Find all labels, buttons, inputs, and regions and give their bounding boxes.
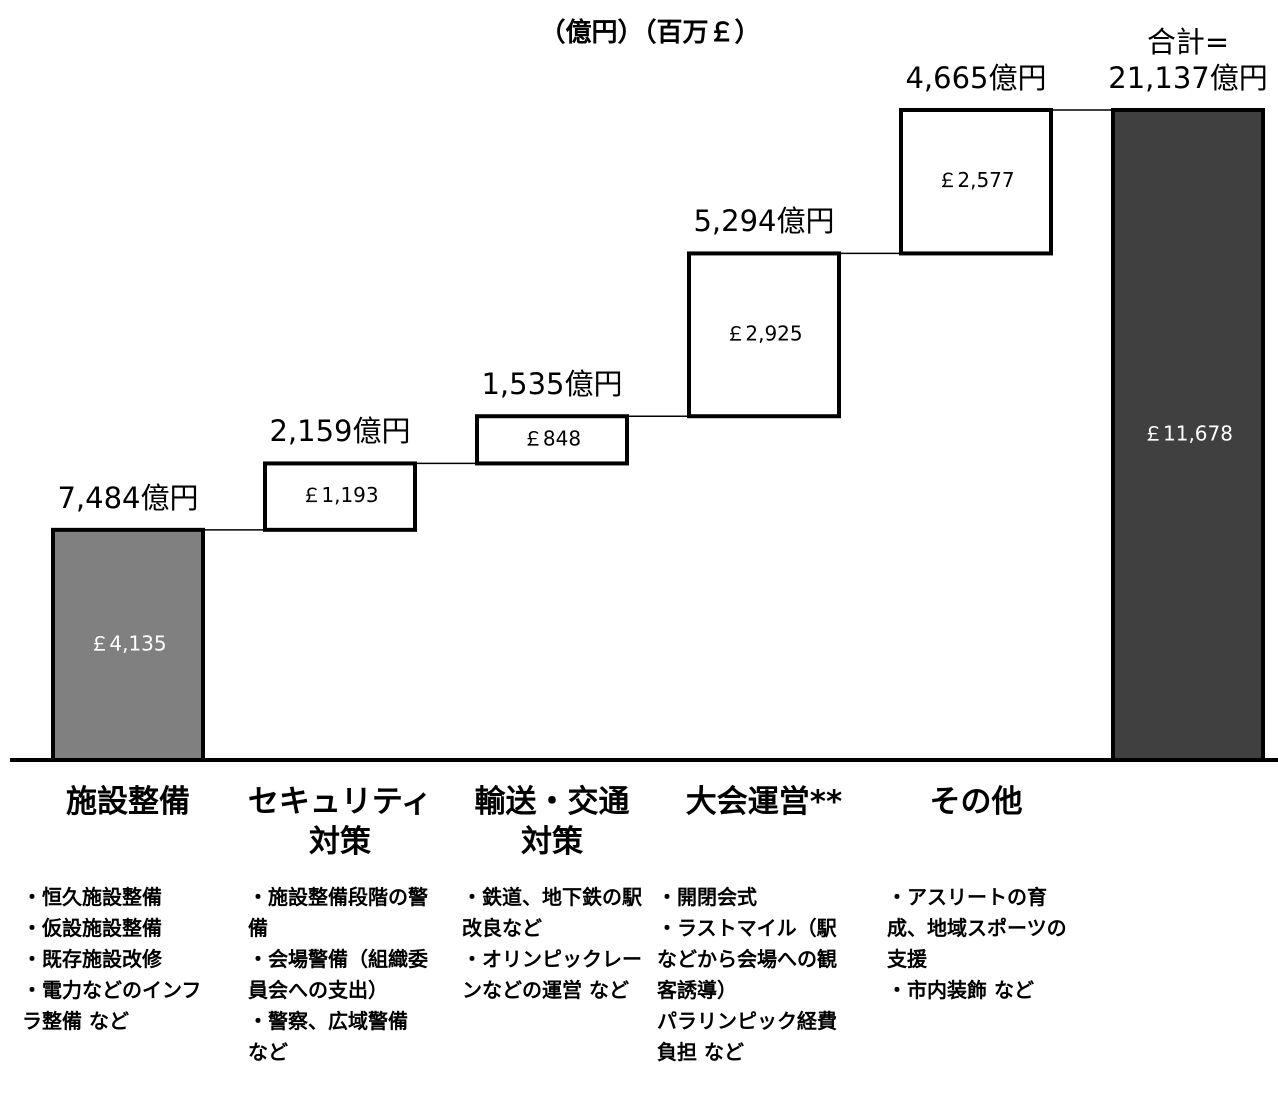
note-item: ・鉄道、地下鉄の駅改良など bbox=[462, 885, 642, 940]
value-label: ￡848 bbox=[523, 426, 581, 450]
note-item: ・警察、広域警備 など bbox=[248, 1009, 408, 1064]
note-item: ・恒久施設整備 bbox=[22, 885, 162, 909]
category-label: 輸送・交通 対策 bbox=[474, 784, 630, 860]
value-label: ￡11,678 bbox=[1143, 421, 1233, 445]
yen-label: 合計= 21,137億円 bbox=[1108, 24, 1268, 95]
yen-label: 4,665億円 bbox=[905, 60, 1047, 95]
chart-title: （億円）（百万￡） bbox=[539, 18, 761, 48]
bar bbox=[687, 251, 841, 419]
bar bbox=[51, 527, 205, 762]
bar bbox=[475, 414, 629, 466]
value-label: ￡1,193 bbox=[301, 483, 378, 507]
category-label: その他 bbox=[929, 784, 1023, 820]
value-label: ￡2,577 bbox=[937, 168, 1014, 192]
note-item: ・開閉会式 bbox=[657, 885, 757, 909]
value-label: ￡4,135 bbox=[89, 631, 166, 655]
yen-label: 2,159億円 bbox=[269, 414, 411, 449]
category-label: セキュリティ 対策 bbox=[247, 784, 433, 860]
note-list: ・開閉会式・ラストマイル（駅などから会場への観客誘導） パラリンピック経費負担 な… bbox=[657, 882, 839, 1068]
value-label: ￡2,925 bbox=[725, 321, 802, 345]
note-item: ・オリンピックレーンなどの運営 など bbox=[462, 947, 642, 1002]
note-item: ・電力などのインフラ整備 など bbox=[22, 978, 202, 1033]
note-item: ・会場警備（組織委員会への支出） bbox=[248, 947, 428, 1002]
note-item: パラリンピック経費負担 など bbox=[657, 1009, 837, 1064]
note-item: ・仮設施設整備 bbox=[22, 916, 162, 940]
yen-label: 7,484億円 bbox=[57, 480, 199, 515]
bar bbox=[899, 107, 1053, 256]
category-label: 大会運営** bbox=[685, 784, 843, 820]
note-item: ・市内装飾 など bbox=[887, 978, 1034, 1002]
note-list: ・鉄道、地下鉄の駅改良など ・オリンピックレーンなどの運営 など bbox=[462, 882, 644, 1006]
category-label: 施設整備 bbox=[66, 784, 190, 820]
note-list: ・恒久施設整備 ・仮設施設整備 ・既存施設改修・電力などのインフラ整備 など bbox=[22, 882, 204, 1037]
note-item: ・施設整備段階の警備 bbox=[248, 885, 428, 940]
note-list: ・アスリートの育成、地域スポーツの支援・市内装飾 など bbox=[887, 882, 1069, 1006]
yen-label: 5,294億円 bbox=[693, 204, 835, 239]
bar bbox=[263, 461, 417, 532]
note-item: ・既存施設改修 bbox=[22, 947, 162, 971]
note-item: ・ラストマイル（駅などから会場への観客誘導） bbox=[657, 916, 837, 1002]
yen-label: 1,535億円 bbox=[481, 367, 623, 402]
note-list: ・施設整備段階の警備 ・会場警備（組織委員会への支出） ・警察、広域警備 など bbox=[248, 882, 430, 1068]
note-item: ・アスリートの育成、地域スポーツの支援 bbox=[887, 885, 1067, 971]
